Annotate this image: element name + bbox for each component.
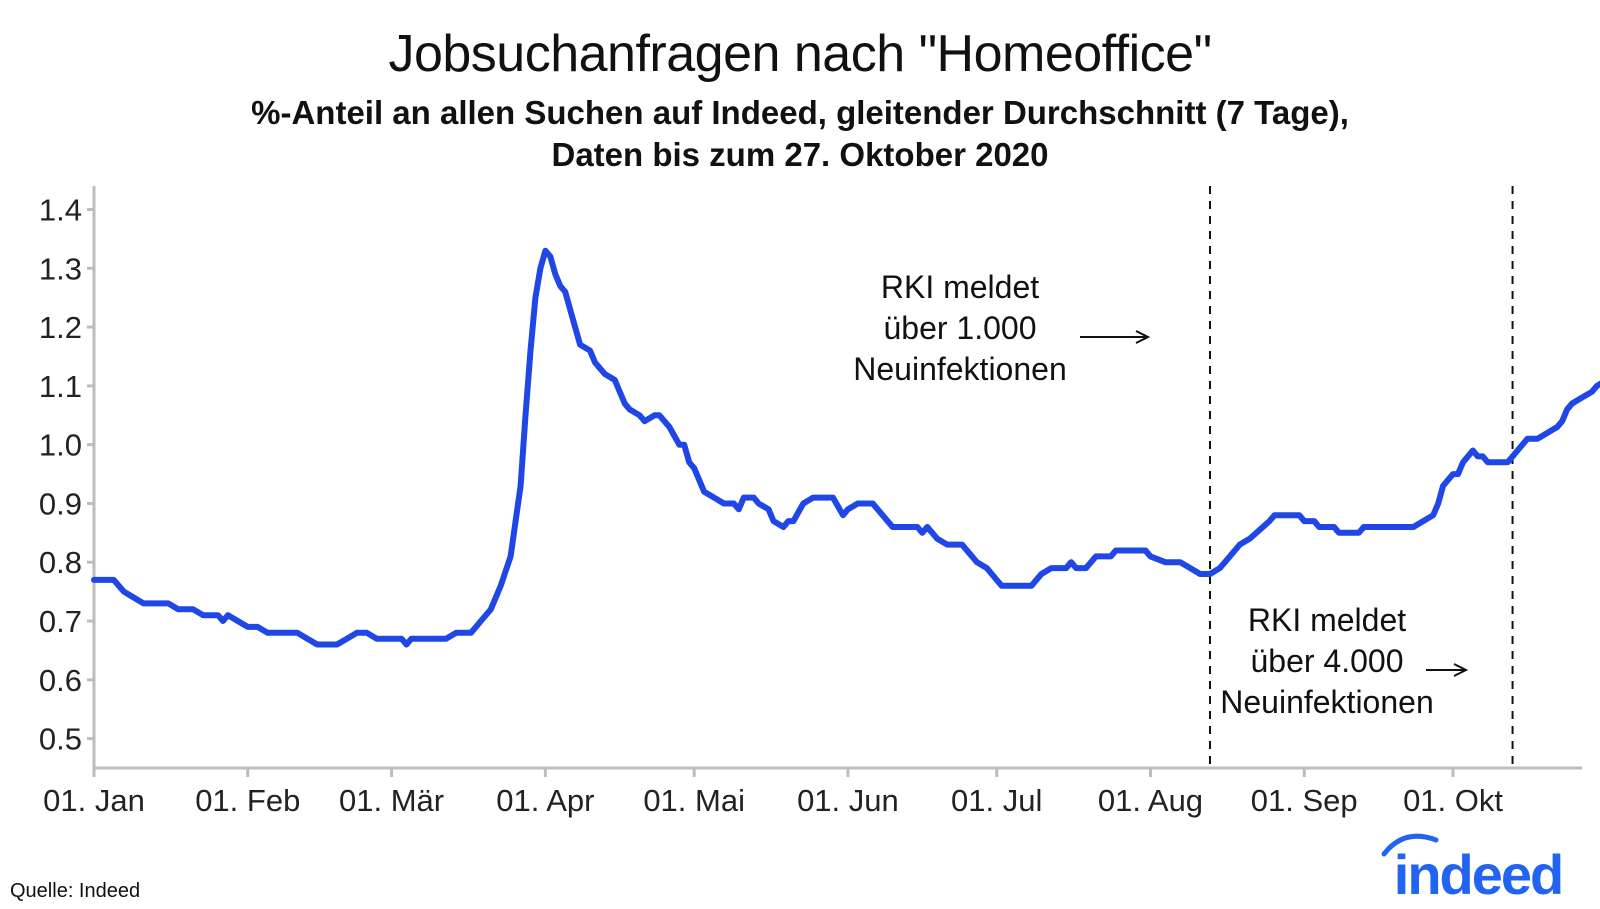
- indeed-logo: indeed: [1381, 833, 1564, 902]
- chart-subtitle-line-2: Daten bis zum 27. Oktober 2020: [551, 136, 1049, 173]
- y-tick-label: 0.9: [39, 486, 82, 521]
- x-tick-label: 01. Sep: [1251, 783, 1358, 818]
- annotation-text-aug: Neuinfektionen: [853, 351, 1066, 387]
- y-tick-label: 1.3: [39, 251, 82, 286]
- annotation-text-okt: über 4.000: [1250, 643, 1403, 679]
- x-tick-label: 01. Feb: [195, 783, 300, 818]
- x-tick-label: 01. Mär: [339, 783, 444, 818]
- x-tick-label: 01. Jan: [43, 783, 145, 818]
- chart-subtitle-line-1: %-Anteil an allen Suchen auf Indeed, gle…: [251, 94, 1349, 131]
- chart-title: Jobsuchanfragen nach "Homeoffice": [388, 25, 1212, 83]
- y-tick-label: 0.5: [39, 722, 82, 757]
- source-note: Quelle: Indeed: [10, 880, 141, 902]
- series-line: [91, 247, 1600, 648]
- y-tick-label: 1.4: [39, 193, 82, 228]
- x-tick-label: 01. Aug: [1098, 783, 1203, 818]
- annotation-text-okt: Neuinfektionen: [1220, 684, 1433, 720]
- y-tick-label: 0.8: [39, 545, 82, 580]
- x-tick-label: 01. Jul: [951, 783, 1042, 818]
- y-tick-label: 1.2: [39, 310, 82, 345]
- annotation-text-okt: RKI meldet: [1248, 602, 1406, 638]
- y-tick-label: 0.6: [39, 663, 82, 698]
- x-tick-label: 01. Mai: [643, 783, 745, 818]
- annotation-arrowhead-aug: [1135, 330, 1151, 344]
- y-tick-label: 0.7: [39, 604, 82, 639]
- x-tick-label: 01. Okt: [1403, 783, 1503, 818]
- annotation-arrowhead-okt: [1453, 663, 1469, 677]
- annotation-text-aug: RKI meldet: [881, 269, 1039, 305]
- y-tick-label: 1.1: [39, 369, 82, 404]
- y-tick-label: 1.0: [39, 428, 82, 463]
- annotation-text-aug: über 1.000: [883, 310, 1036, 346]
- x-tick-label: 01. Apr: [496, 783, 594, 818]
- indeed-logo-arc: [1381, 833, 1439, 857]
- x-tick-label: 01. Jun: [797, 783, 899, 818]
- indeed-logo-text: indeed: [1394, 843, 1562, 902]
